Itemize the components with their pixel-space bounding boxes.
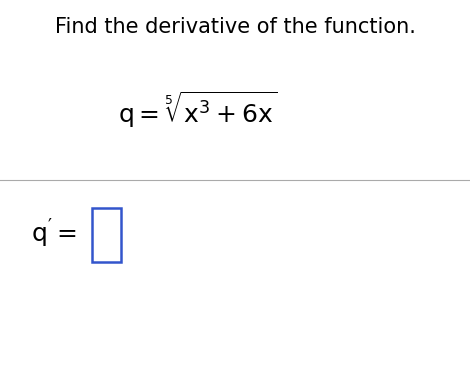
Bar — [92, 208, 121, 262]
Text: $\mathregular{q} = \sqrt[5]{\mathregular{x}^3 + 6\mathregular{x}}$: $\mathregular{q} = \sqrt[5]{\mathregular… — [118, 89, 277, 130]
Text: $\mathregular{q'} =$: $\mathregular{q'} =$ — [31, 218, 77, 250]
Text: Find the derivative of the function.: Find the derivative of the function. — [55, 17, 415, 37]
